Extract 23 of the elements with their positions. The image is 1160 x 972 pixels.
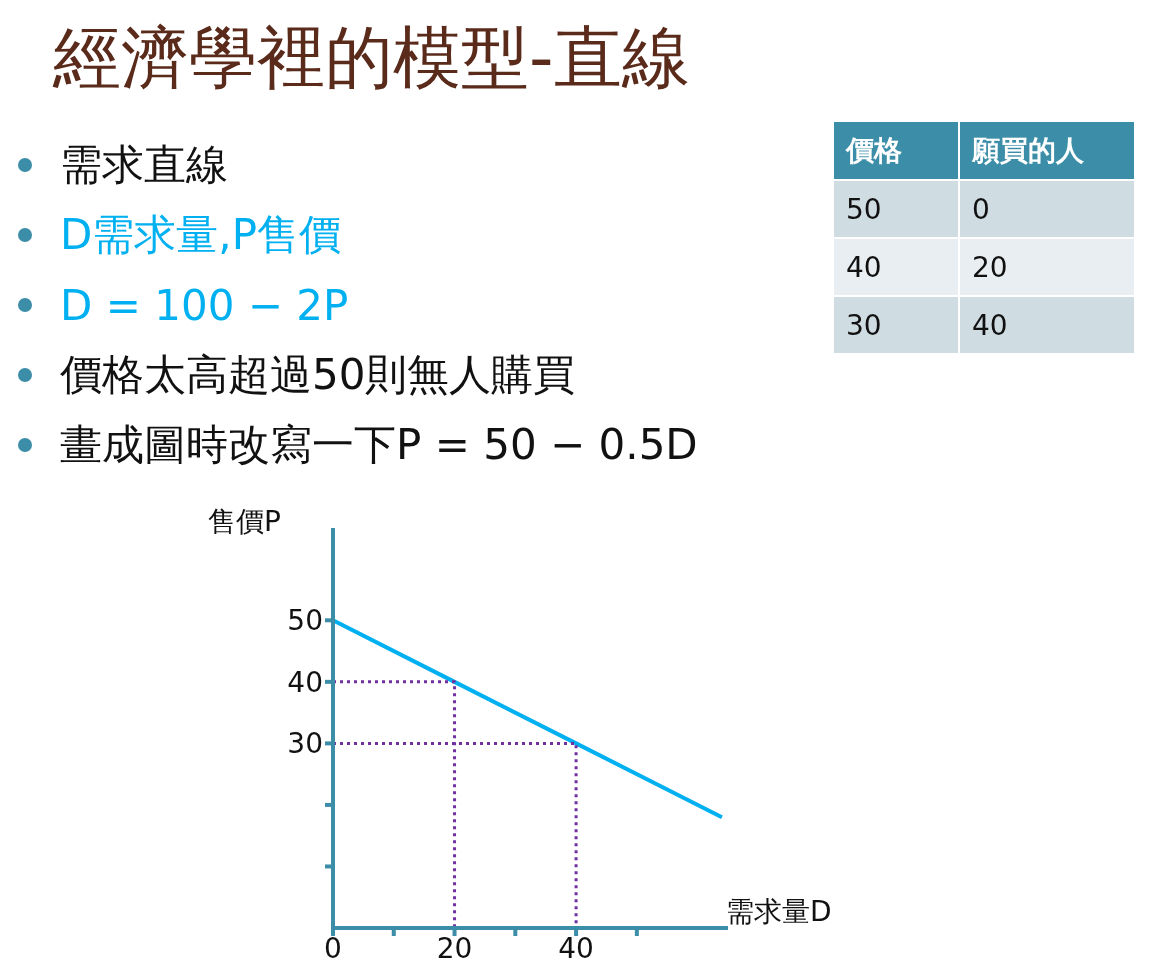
- text: 畫成圖時改寫一下P = 50 − 0.5D: [59, 419, 698, 471]
- text: 20: [959, 238, 1134, 296]
- y-tick-label: 50: [287, 604, 323, 638]
- text: 價格: [834, 122, 959, 180]
- text: 願買的人: [959, 122, 1134, 180]
- line-series: [333, 618, 724, 820]
- x-tick-label: 40: [558, 931, 594, 965]
- text: 40: [834, 238, 959, 296]
- text: 價格太高超過50則無人購買: [59, 349, 577, 401]
- text: 50: [834, 180, 959, 238]
- text: 需求直線: [59, 139, 229, 191]
- x-tick-label: 0: [324, 931, 342, 965]
- x-tick-label: 20: [436, 931, 473, 965]
- text: 30: [834, 296, 959, 354]
- chart-title: 經濟學裡的模型-直線: [53, 17, 690, 99]
- y-tick-label: 30: [287, 727, 323, 761]
- x-axis-title: 需求量D: [726, 894, 832, 930]
- text: 0: [959, 180, 1134, 238]
- text: D = 100 − 2P: [59, 279, 350, 332]
- y-tick-label: 40: [287, 665, 323, 699]
- text: D需求量,P售價: [59, 209, 343, 261]
- y-axis-title: 售價P: [208, 504, 281, 540]
- text: 40: [959, 296, 1134, 354]
